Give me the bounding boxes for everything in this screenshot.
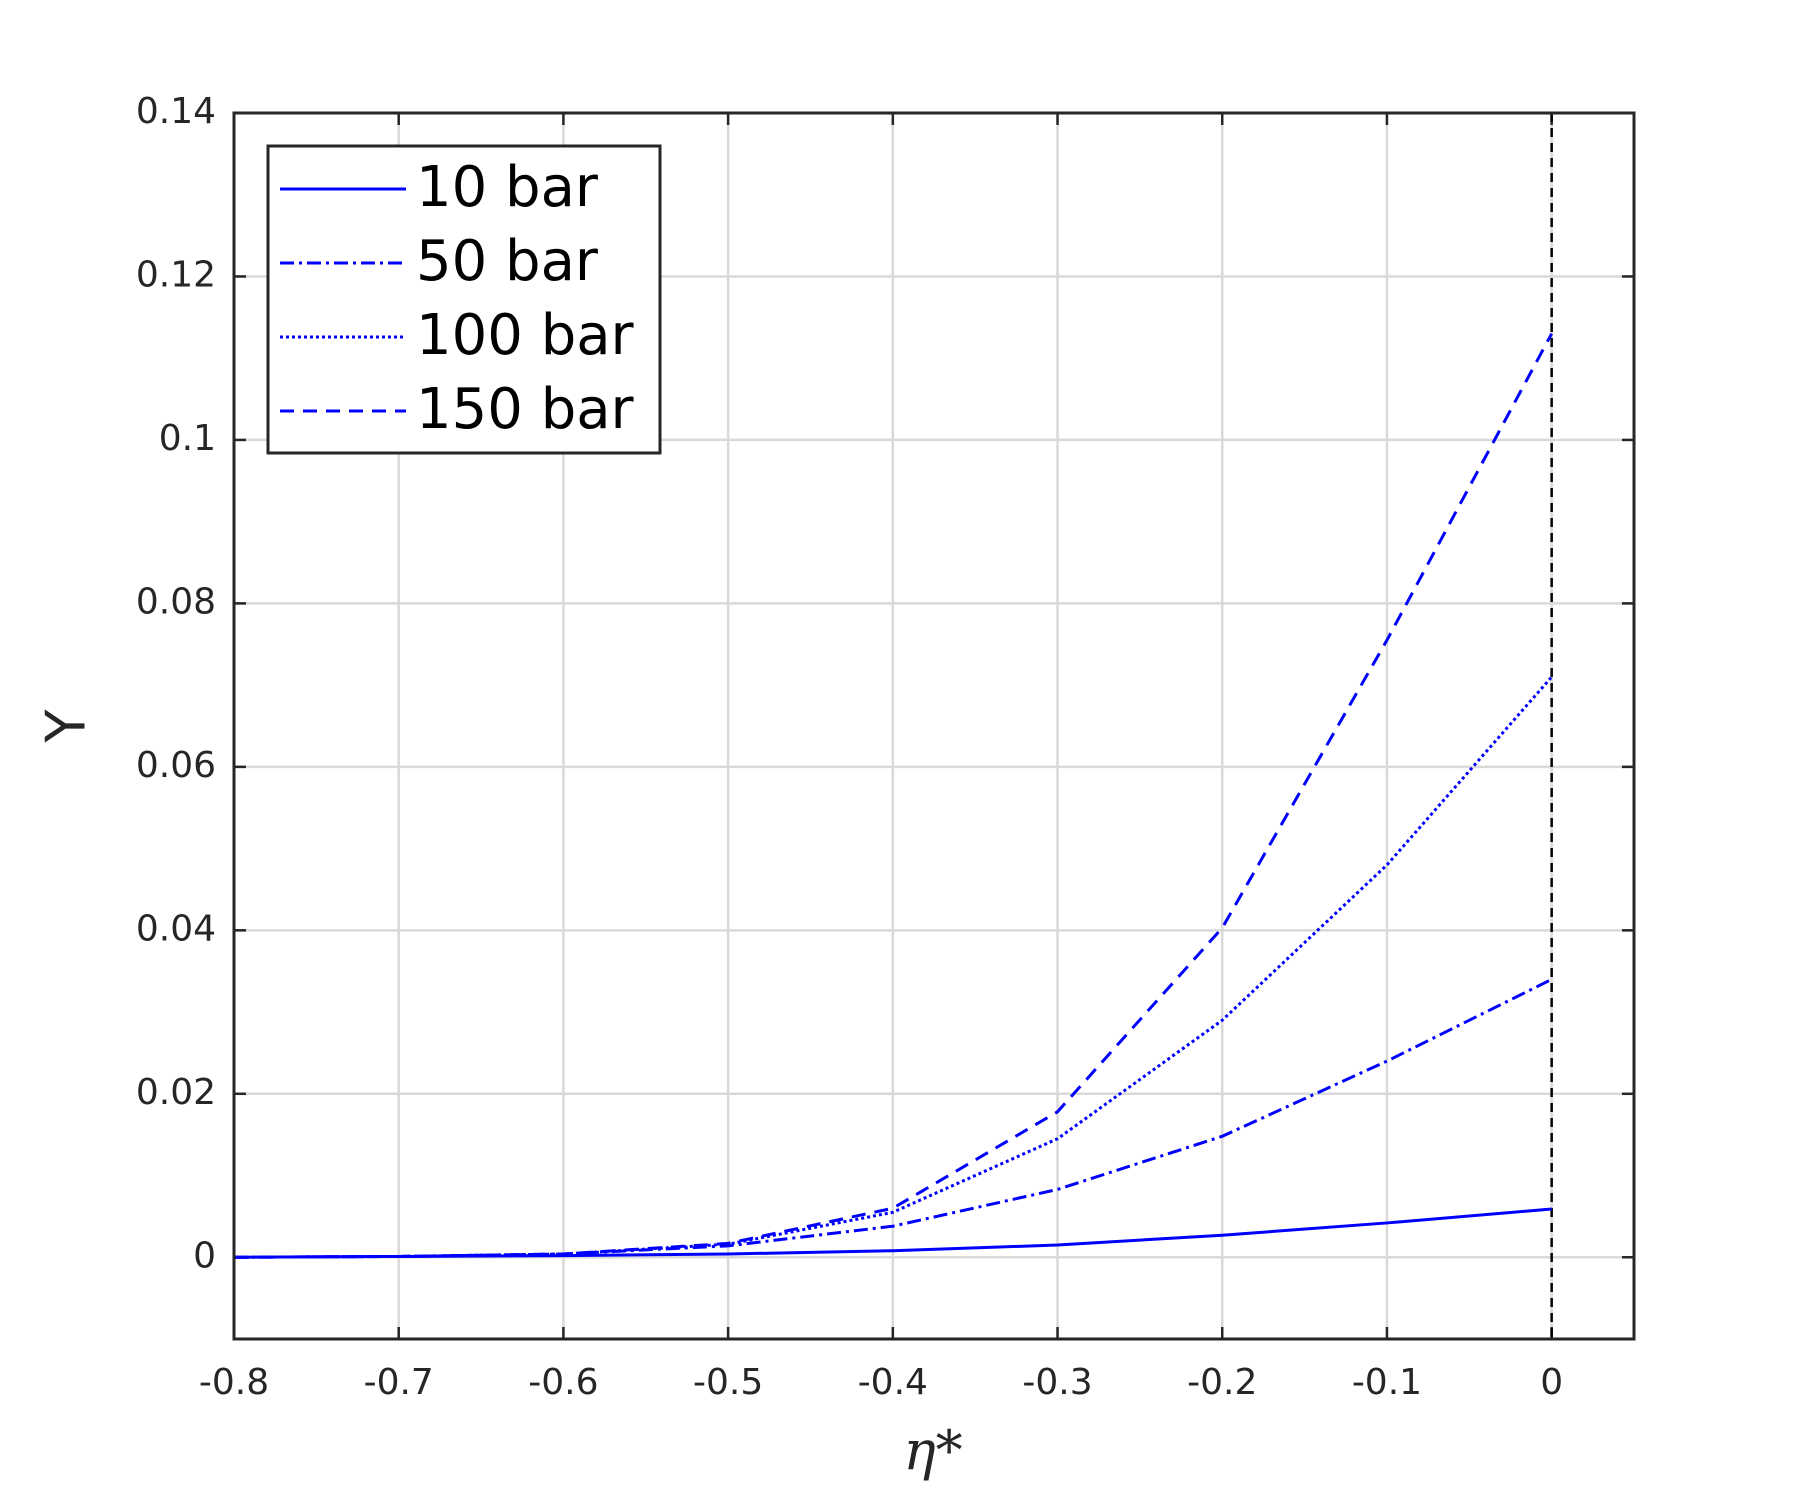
- y-tick-label: 0.12: [136, 254, 216, 295]
- y-tick-label: 0.02: [136, 1072, 216, 1113]
- x-tick-label: 0: [1540, 1362, 1563, 1403]
- x-tick-label: -0.4: [858, 1362, 928, 1403]
- x-tick-label: -0.5: [693, 1362, 763, 1403]
- x-tick-label: -0.1: [1352, 1362, 1422, 1403]
- legend-label: 100 bar: [416, 303, 635, 368]
- x-tick-label: -0.7: [364, 1362, 434, 1403]
- y-tick-label: 0.08: [136, 581, 216, 622]
- y-tick-label: 0.04: [136, 908, 216, 949]
- x-tick-label: -0.3: [1022, 1362, 1092, 1403]
- axes-box: [232, 111, 1636, 1341]
- series-line: [233, 332, 1553, 1259]
- legend-label: 150 bar: [416, 377, 635, 442]
- series-line: [233, 675, 1553, 1259]
- x-tick-label: -0.2: [1187, 1362, 1257, 1403]
- legend-box: [266, 144, 662, 455]
- y-tick-label: 0.1: [159, 418, 216, 459]
- x-tick-label: -0.6: [528, 1362, 598, 1403]
- y-tick-label: 0: [193, 1235, 216, 1276]
- x-axis-label: η*: [903, 1419, 962, 1482]
- y-axis-label: Y: [35, 709, 98, 744]
- legend-label: 10 bar: [416, 155, 599, 220]
- legend-label: 50 bar: [416, 229, 599, 294]
- y-tick-label: 0.06: [136, 745, 216, 786]
- y-tick-label: 0.14: [136, 91, 216, 132]
- x-tick-label: -0.8: [199, 1362, 269, 1403]
